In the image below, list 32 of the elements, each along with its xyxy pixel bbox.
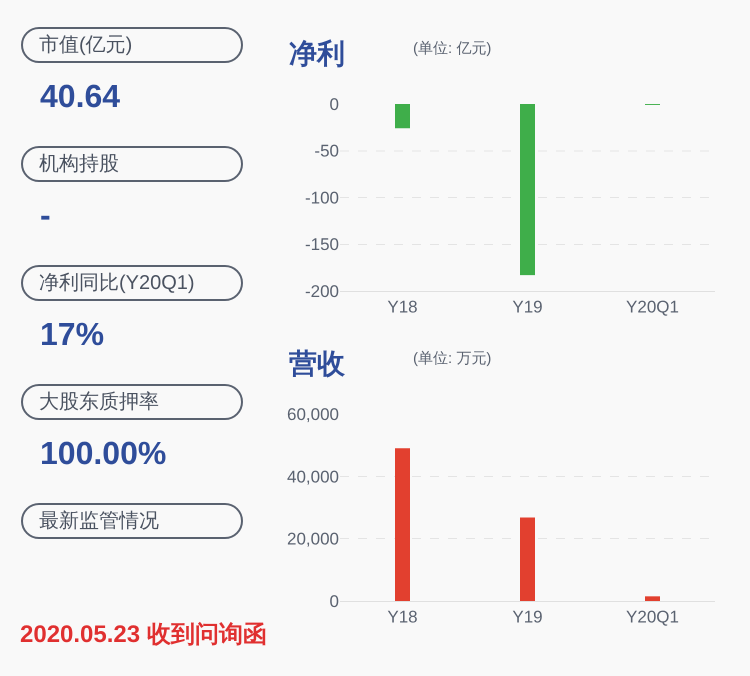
bar (520, 517, 535, 601)
bar (395, 448, 410, 601)
x-tick-label: Y18 (387, 607, 418, 626)
text: 净利同比(Y20Q1) (21, 265, 243, 301)
y-tick-label: 0 (330, 592, 339, 611)
chart-title: 净利 (289, 38, 346, 69)
y-tick-label: -50 (314, 142, 339, 161)
y-tick-label: -150 (304, 235, 339, 254)
text: 机构持股 (21, 146, 243, 182)
chart-subtitle: (单位: 亿元) (413, 40, 492, 57)
y-tick-label: 0 (330, 94, 339, 114)
text: 2020.05.23 收到问询函 (20, 620, 267, 650)
y-tick-label: 60,000 (287, 404, 339, 424)
x-tick-label: Y19 (512, 297, 543, 316)
text: 40.64 (40, 78, 120, 115)
chart-subtitle: (单位: 万元) (413, 350, 492, 367)
y-tick-label: 40,000 (287, 467, 339, 486)
text: 17% (40, 316, 104, 353)
bar (645, 596, 660, 601)
text: 市值(亿元) (21, 27, 243, 63)
x-tick-label: Y20Q1 (626, 607, 679, 626)
x-tick-label: Y19 (512, 607, 543, 626)
y-tick-label: -100 (304, 188, 339, 208)
text: - (40, 197, 51, 234)
chart-title: 营收 (288, 348, 346, 379)
text: 最新监管情况 (21, 503, 243, 539)
text: 大股东质押率 (21, 384, 243, 420)
y-tick-label: -200 (304, 282, 339, 301)
text: 100.00% (40, 435, 166, 472)
x-tick-label: Y20Q1 (626, 297, 679, 316)
y-tick-label: 20,000 (287, 530, 339, 549)
x-tick-label: Y18 (387, 297, 418, 316)
